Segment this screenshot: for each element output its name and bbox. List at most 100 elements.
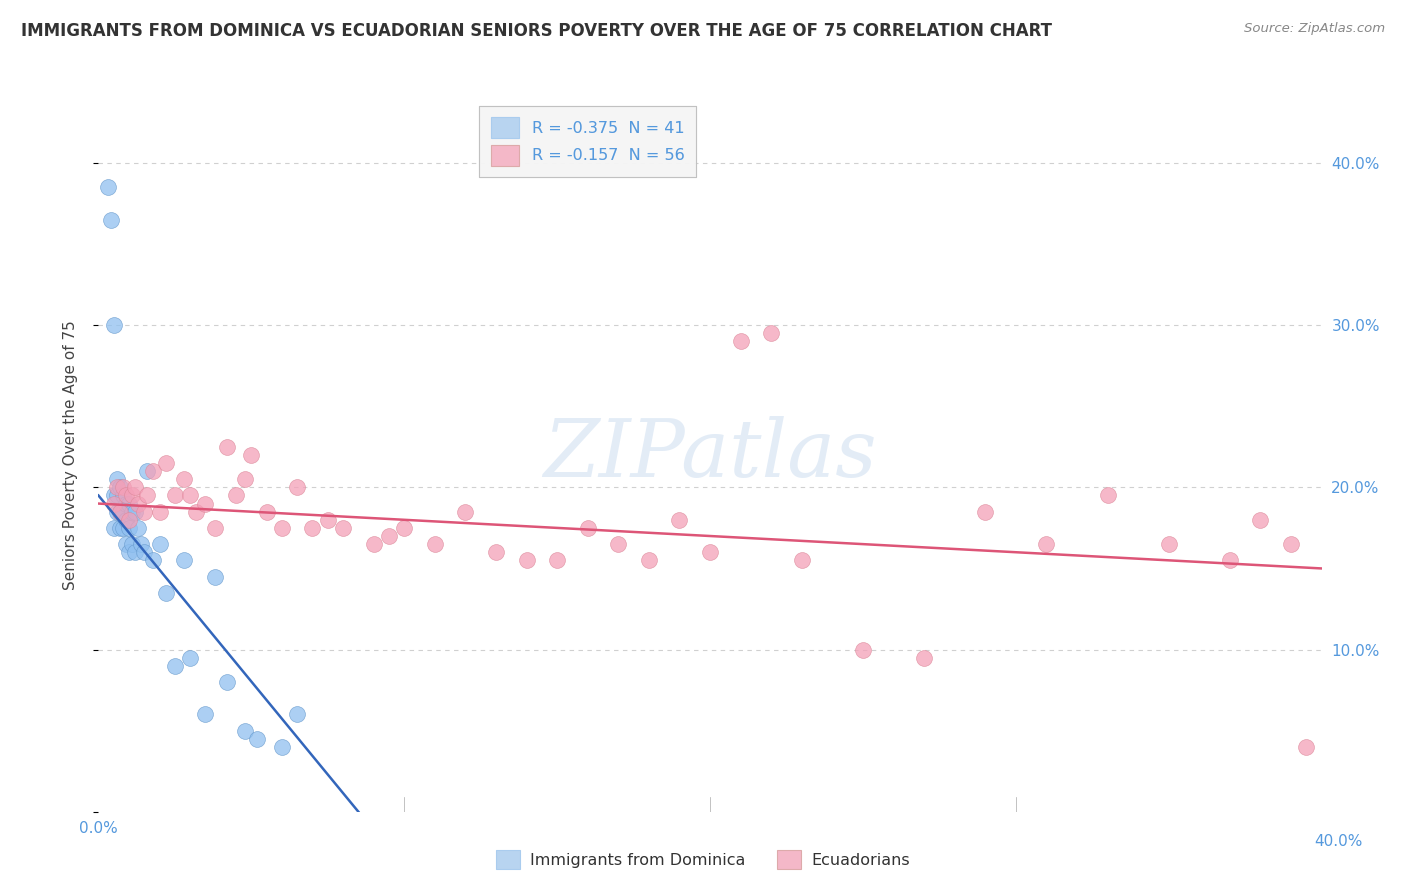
Point xyxy=(423,537,446,551)
Point xyxy=(124,545,146,559)
Point xyxy=(179,488,201,502)
Point xyxy=(204,569,226,583)
Point xyxy=(316,513,339,527)
Point xyxy=(142,553,165,567)
Point xyxy=(285,707,308,722)
Point xyxy=(637,553,661,567)
Point xyxy=(186,505,208,519)
Legend: R = -0.375  N = 41, R = -0.157  N = 56: R = -0.375 N = 41, R = -0.157 N = 56 xyxy=(479,106,696,177)
Text: Source: ZipAtlas.com: Source: ZipAtlas.com xyxy=(1244,22,1385,36)
Point xyxy=(363,537,385,551)
Point xyxy=(516,553,538,567)
Point xyxy=(285,480,308,494)
Point xyxy=(790,553,813,567)
Point xyxy=(546,553,568,567)
Point xyxy=(607,537,630,551)
Point xyxy=(759,326,782,341)
Point xyxy=(115,513,138,527)
Point xyxy=(1157,537,1180,551)
Point xyxy=(668,513,690,527)
Point xyxy=(576,521,599,535)
Point xyxy=(1219,553,1241,567)
Point xyxy=(100,212,122,227)
Point xyxy=(163,658,186,673)
Point xyxy=(118,497,141,511)
Point xyxy=(103,521,125,535)
Point xyxy=(1035,537,1057,551)
Point xyxy=(332,521,354,535)
Point xyxy=(97,180,120,194)
Point xyxy=(392,521,416,535)
Point xyxy=(1249,513,1271,527)
Point xyxy=(103,318,125,333)
Point xyxy=(121,488,143,502)
Point xyxy=(240,448,263,462)
Point xyxy=(118,545,141,559)
Point xyxy=(204,521,226,535)
Point xyxy=(142,464,165,478)
Point xyxy=(155,586,177,600)
Point xyxy=(974,505,997,519)
Point xyxy=(115,488,138,502)
Point xyxy=(134,545,156,559)
Point xyxy=(111,505,134,519)
Point xyxy=(127,521,149,535)
Point xyxy=(730,334,752,349)
Point xyxy=(103,488,125,502)
Point xyxy=(118,513,141,527)
Point xyxy=(215,675,238,690)
Point xyxy=(108,505,131,519)
Point xyxy=(149,537,172,551)
Point xyxy=(134,505,156,519)
Point xyxy=(105,488,128,502)
Point xyxy=(1279,537,1302,551)
Point xyxy=(301,521,323,535)
Point xyxy=(256,505,278,519)
Point xyxy=(1097,488,1119,502)
Point xyxy=(173,472,195,486)
Point xyxy=(108,521,131,535)
Text: 40.0%: 40.0% xyxy=(1315,834,1362,849)
Point xyxy=(124,505,146,519)
Point xyxy=(108,505,131,519)
Point xyxy=(136,488,159,502)
Point xyxy=(1295,739,1317,754)
Point xyxy=(105,480,128,494)
Point xyxy=(378,529,401,543)
Point xyxy=(105,472,128,486)
Point xyxy=(108,480,131,494)
Point xyxy=(233,723,256,738)
Point xyxy=(163,488,186,502)
Point xyxy=(115,497,138,511)
Text: ZIPatlas: ZIPatlas xyxy=(543,417,877,493)
Point xyxy=(215,440,238,454)
Point xyxy=(194,707,217,722)
Point xyxy=(485,545,508,559)
Point xyxy=(127,497,149,511)
Point xyxy=(173,553,195,567)
Point xyxy=(454,505,477,519)
Point xyxy=(121,537,143,551)
Point xyxy=(912,650,935,665)
Point xyxy=(155,456,177,470)
Point xyxy=(103,497,125,511)
Point xyxy=(118,521,141,535)
Point xyxy=(699,545,721,559)
Point xyxy=(246,731,269,746)
Point xyxy=(270,739,292,754)
Text: IMMIGRANTS FROM DOMINICA VS ECUADORIAN SENIORS POVERTY OVER THE AGE OF 75 CORREL: IMMIGRANTS FROM DOMINICA VS ECUADORIAN S… xyxy=(21,22,1052,40)
Point xyxy=(194,497,217,511)
Point xyxy=(111,480,134,494)
Point xyxy=(149,505,172,519)
Point xyxy=(115,537,138,551)
Point xyxy=(105,505,128,519)
Point xyxy=(179,650,201,665)
Point xyxy=(111,488,134,502)
Point xyxy=(233,472,256,486)
Point xyxy=(136,464,159,478)
Point xyxy=(852,642,875,657)
Point xyxy=(129,537,152,551)
Point xyxy=(121,505,143,519)
Point xyxy=(225,488,247,502)
Point xyxy=(270,521,292,535)
